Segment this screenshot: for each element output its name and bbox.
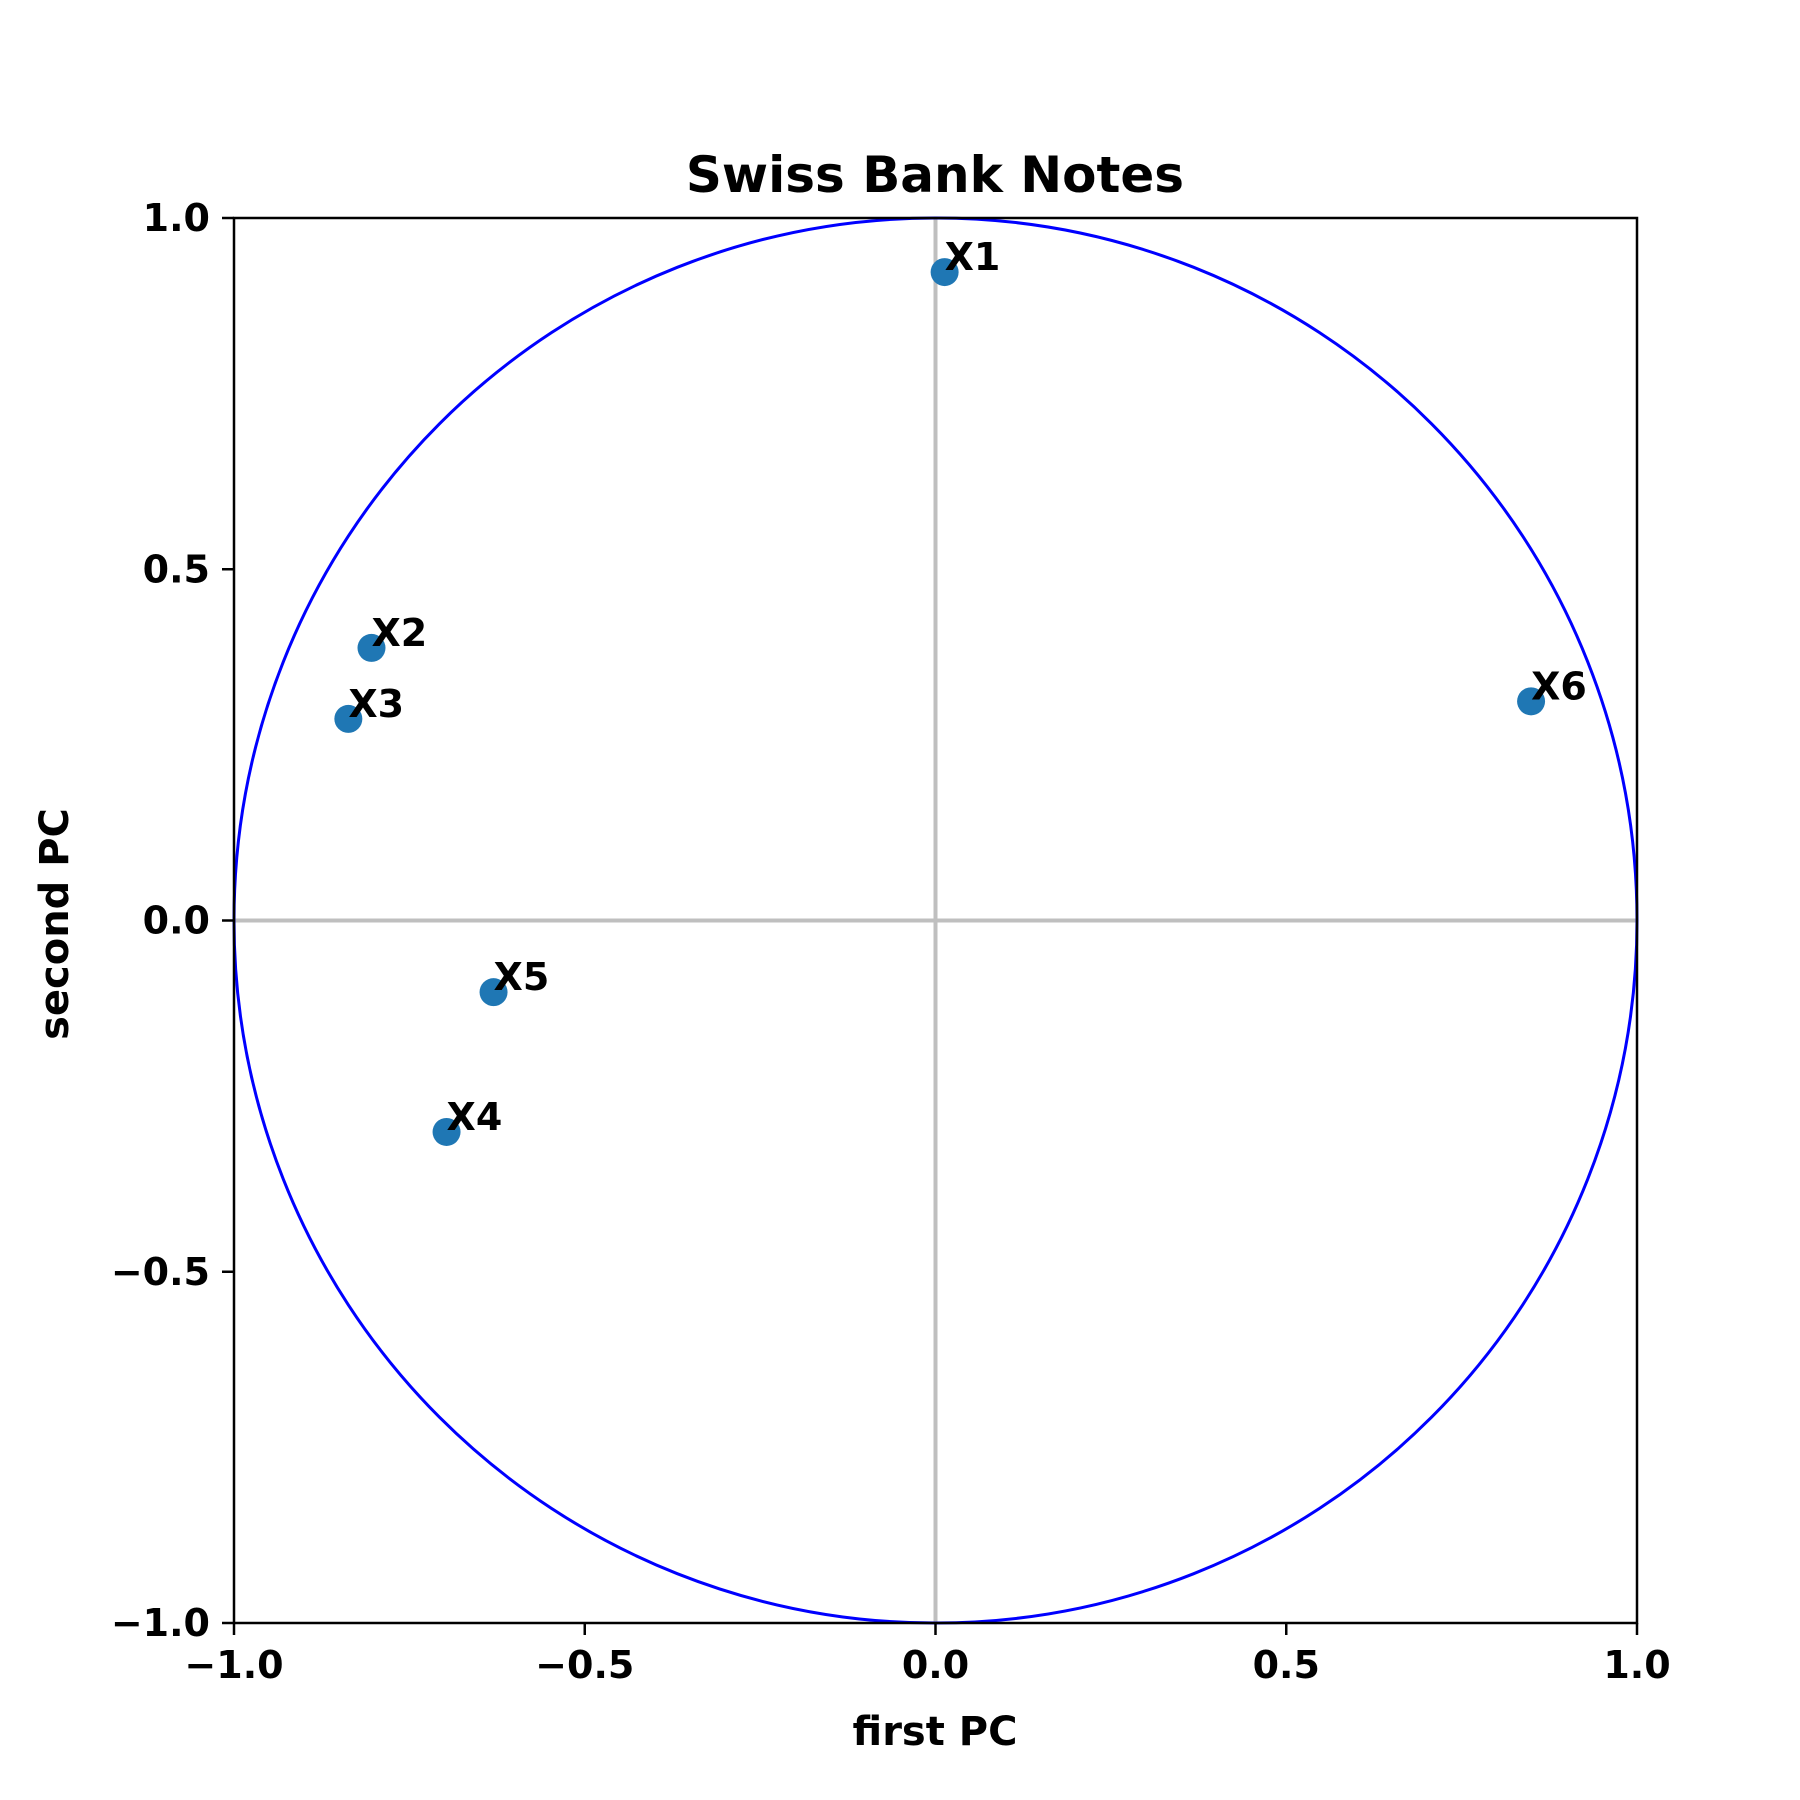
x-axis-label: first PC (853, 1709, 1018, 1755)
y-tick-label: −0.5 (111, 1250, 210, 1294)
y-axis-label: second PC (32, 808, 78, 1040)
chart-title: Swiss Bank Notes (686, 146, 1184, 204)
x-tick-label: 0.5 (1253, 1643, 1320, 1687)
plot-area: −1.0 −0.5 0.0 0.5 1.0 −1.0 −0.5 0.0 0.5 1.0 X1 X2 X3… (111, 196, 1671, 1687)
y-tick-label: 1.0 (143, 196, 210, 240)
point-label-x3: X3 (348, 682, 404, 726)
x-tick-label: −1.0 (184, 1643, 283, 1687)
data-point-x1 (930, 258, 959, 287)
x-tick-label: 0.0 (902, 1643, 969, 1687)
data-point-x3 (334, 704, 363, 733)
y-tick-label: −1.0 (111, 1601, 210, 1645)
point-label-x6: X6 (1531, 664, 1587, 708)
data-point-x4 (432, 1117, 461, 1146)
y-tick-label: 0.5 (143, 547, 210, 591)
data-point-x2 (357, 633, 386, 662)
data-point-x5 (479, 978, 508, 1007)
y-tick-label: 0.0 (143, 899, 210, 943)
x-tick-label: −0.5 (535, 1643, 634, 1687)
point-label-x5: X5 (494, 955, 550, 999)
point-label-x2: X2 (371, 611, 427, 655)
data-point-x6 (1517, 687, 1546, 716)
point-label-x4: X4 (447, 1095, 503, 1139)
point-label-x1: X1 (945, 235, 1001, 279)
x-tick-label: 1.0 (1603, 1643, 1670, 1687)
